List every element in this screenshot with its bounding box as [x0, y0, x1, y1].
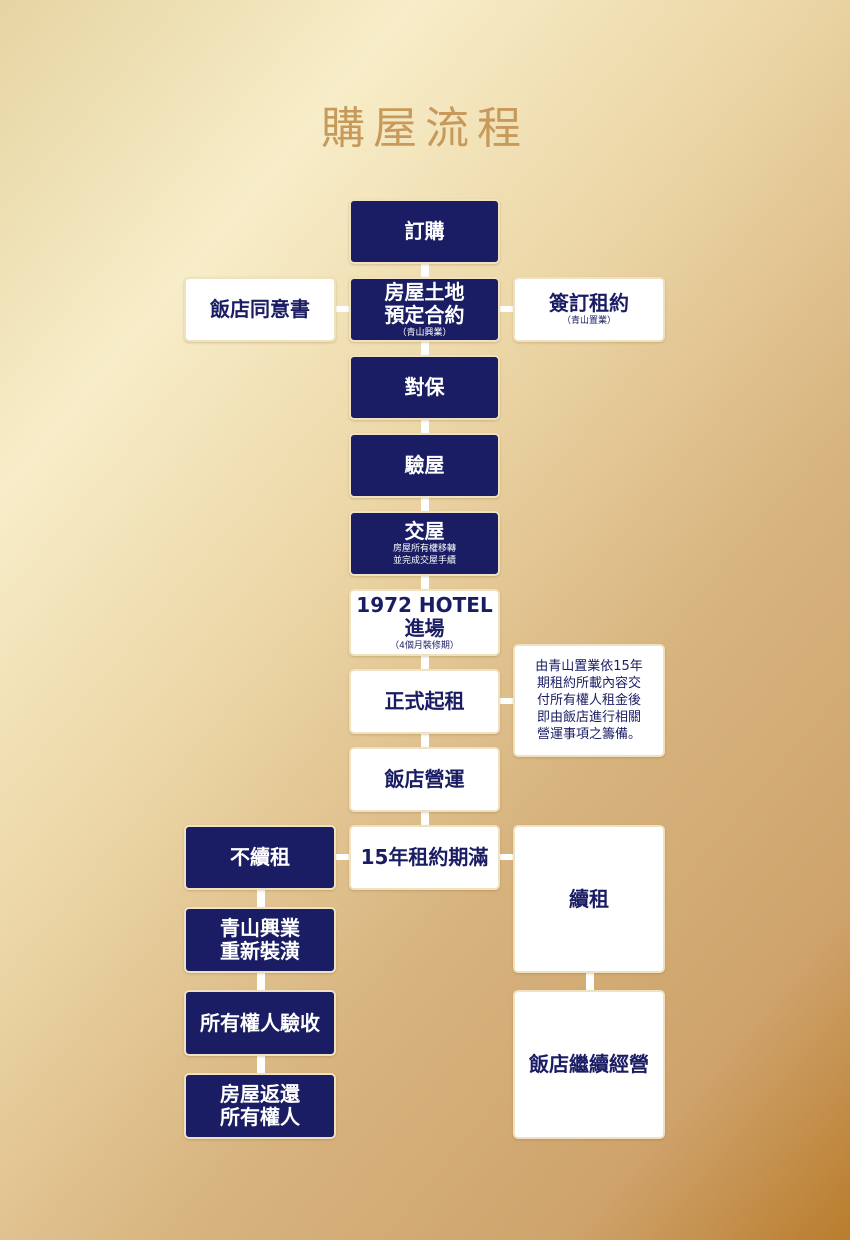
step-operation: 飯店營運	[349, 747, 500, 812]
step-label: 訂購	[404, 219, 445, 243]
connector	[421, 496, 429, 513]
step-note: （4個月裝修期）	[390, 640, 459, 651]
step-no-renew: 不續租	[184, 825, 336, 890]
connector	[257, 1054, 265, 1075]
step-rent-start: 正式起租	[349, 669, 500, 734]
step-label: 續租	[569, 886, 609, 911]
step-label: 不續租	[230, 845, 290, 869]
rent-note-box: 由青山置業依15年期租約所載內容交付所有權人租金後即由飯店進行相關營運事項之籌備…	[513, 644, 665, 757]
step-continue-operation: 飯店繼續經營	[513, 990, 665, 1139]
step-owner-check: 所有權人驗收	[184, 990, 336, 1056]
step-order: 訂購	[349, 199, 500, 264]
step-insurance: 對保	[349, 355, 500, 420]
step-label: 房屋返還 所有權人	[220, 1082, 300, 1129]
page-title: 購屋流程	[321, 103, 529, 154]
step-label: 對保	[404, 375, 445, 399]
step-inspection: 驗屋	[349, 433, 500, 498]
step-label: 青山興業 重新裝潢	[220, 916, 300, 963]
connector	[334, 306, 351, 312]
connector	[334, 854, 351, 860]
step-contract: 房屋土地 預定合約 （青山興業）	[349, 277, 500, 342]
connector	[421, 654, 429, 671]
connector	[257, 888, 265, 909]
step-hotel-entry: 1972 HOTEL 進場 （4個月裝修期）	[349, 589, 500, 656]
step-label: 房屋土地 預定合約	[384, 279, 465, 327]
connector	[498, 854, 515, 860]
step-label: 所有權人驗收	[200, 1010, 320, 1035]
step-note: （青山興業）	[397, 327, 452, 338]
step-label: 飯店營運	[384, 767, 465, 791]
step-return: 房屋返還 所有權人	[184, 1073, 336, 1139]
step-handover: 交屋 房屋所有權移轉 並完成交屋手續	[349, 511, 500, 576]
connector	[421, 574, 429, 591]
step-label: 飯店同意書	[210, 297, 310, 321]
connector	[421, 418, 429, 435]
connector	[421, 340, 429, 357]
step-label: 1972 HOTEL 進場	[356, 592, 493, 640]
step-renew: 續租	[513, 825, 665, 973]
connector	[421, 262, 429, 279]
step-lease-expire: 15年租約期滿	[349, 825, 500, 890]
connector	[257, 971, 265, 992]
connector	[421, 810, 429, 827]
step-label: 驗屋	[404, 453, 445, 477]
step-note: （青山置業）	[561, 316, 616, 326]
step-hotel-consent: 飯店同意書	[184, 277, 336, 342]
connector	[421, 732, 429, 749]
step-label: 飯店繼續經營	[529, 1052, 649, 1076]
step-label: 正式起租	[384, 689, 465, 713]
connector	[498, 306, 515, 312]
connector	[586, 971, 594, 992]
rent-note-text: 由青山置業依15年期租約所載內容交付所有權人租金後即由飯店進行相關營運事項之籌備…	[535, 659, 643, 742]
step-renovation: 青山興業 重新裝潢	[184, 907, 336, 973]
connector	[498, 698, 515, 704]
step-label: 15年租約期滿	[360, 845, 489, 869]
step-lease-sign: 簽訂租約 （青山置業）	[513, 277, 665, 342]
step-label: 簽訂租約	[549, 291, 629, 315]
step-label: 交屋	[404, 519, 445, 543]
step-note: 房屋所有權移轉 並完成交屋手續	[392, 544, 456, 566]
